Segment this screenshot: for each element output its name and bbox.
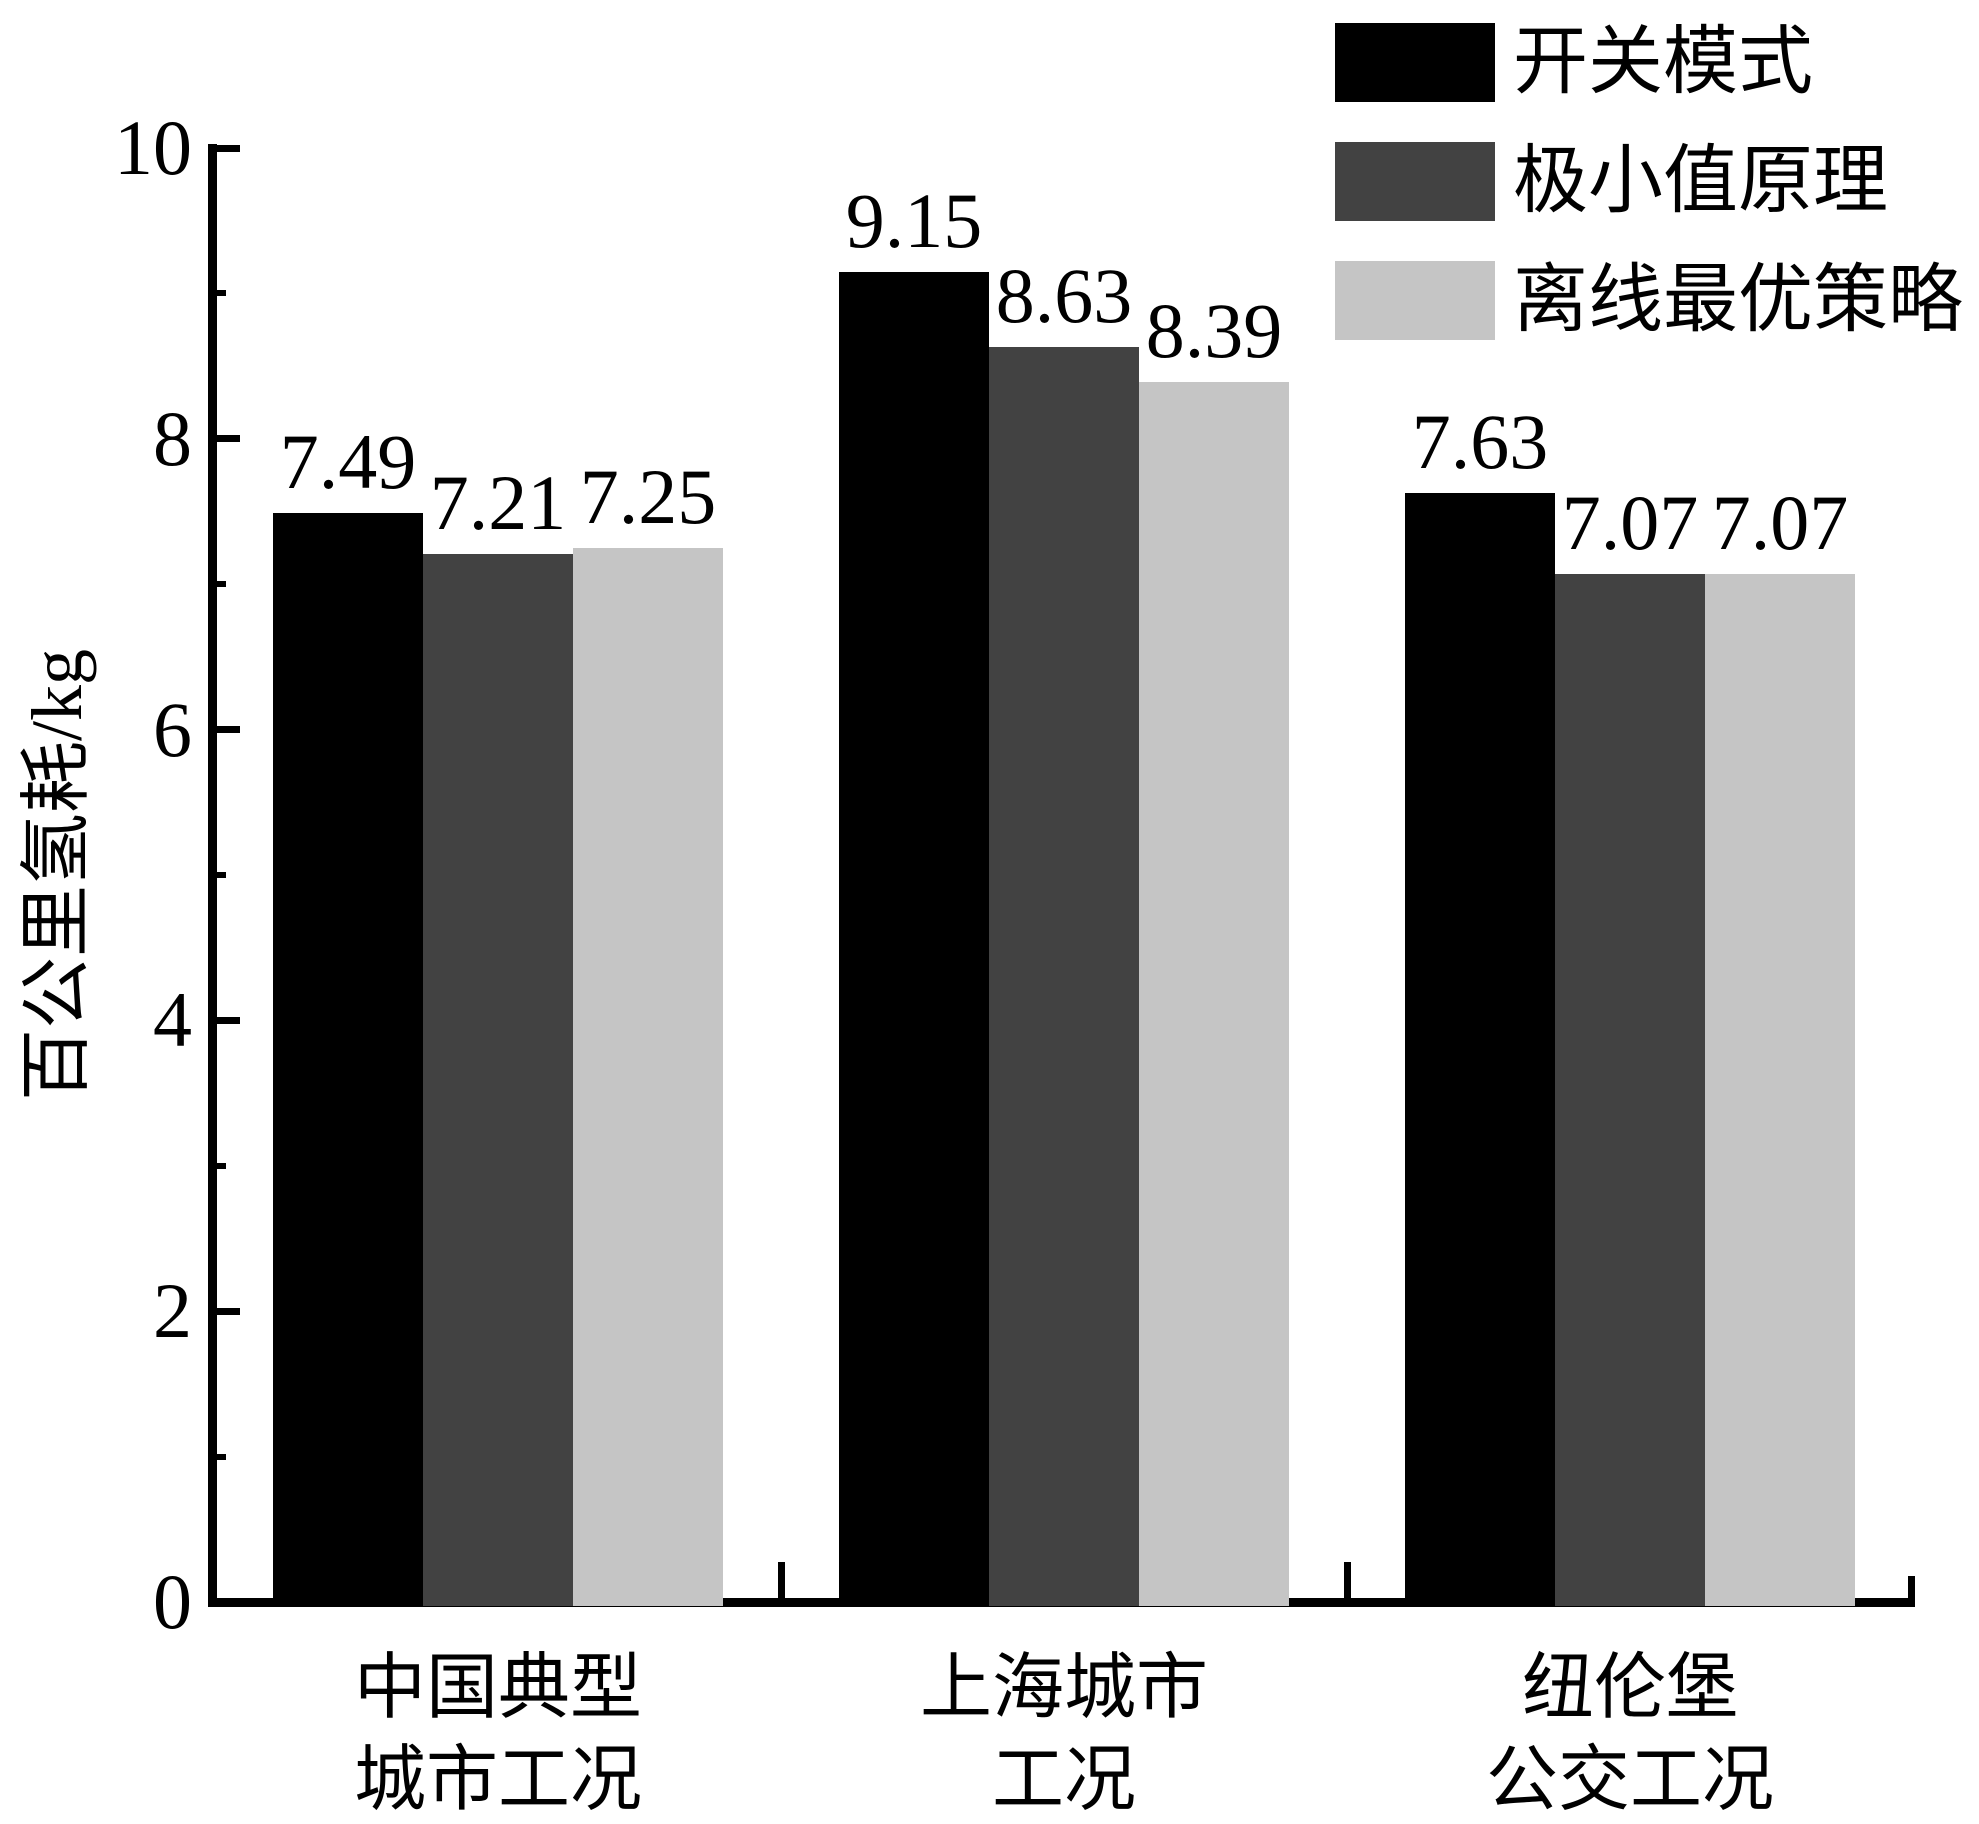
bar-value-label: 7.49 xyxy=(279,417,417,505)
category-label-line: 城市工况 xyxy=(353,1740,642,1820)
bar-value-label: 7.63 xyxy=(1411,397,1549,485)
y-tick-label: 10 xyxy=(114,104,192,191)
category-label-line: 公交工况 xyxy=(1485,1740,1774,1820)
legend-label: 极小值原理 xyxy=(1513,140,1889,223)
y-tick-label: 4 xyxy=(153,976,192,1064)
category-label: 纽伦堡 公交工况 xyxy=(1347,1642,1913,1824)
bar-value-label: 7.07 xyxy=(1561,479,1699,567)
y-major-tick xyxy=(212,1307,240,1315)
bar xyxy=(1555,574,1705,1606)
y-axis-title: 百公里氢耗/kg xyxy=(17,649,97,1102)
bar-value-label: 7.21 xyxy=(429,458,567,546)
bar-value-label: 7.07 xyxy=(1711,479,1849,567)
y-minor-tick xyxy=(212,1162,226,1169)
legend-swatch xyxy=(1335,142,1495,221)
bar-value-label: 8.63 xyxy=(995,252,1133,340)
bar-value-label: 8.39 xyxy=(1145,287,1283,375)
category-label: 中国典型 城市工况 xyxy=(215,1642,781,1824)
y-minor-tick xyxy=(212,581,226,588)
bar xyxy=(423,553,573,1606)
bar xyxy=(1405,492,1555,1606)
y-tick-label: 8 xyxy=(153,394,192,482)
legend-swatch xyxy=(1335,23,1495,102)
y-major-tick xyxy=(212,1016,240,1024)
y-major-tick xyxy=(212,435,240,443)
y-minor-tick xyxy=(212,872,226,878)
legend-label: 开关模式 xyxy=(1513,21,1814,104)
y-minor-tick xyxy=(212,290,226,297)
category-label-line: 中国典型 xyxy=(353,1648,642,1728)
legend-label: 离线最优策略 xyxy=(1513,259,1964,342)
y-major-tick xyxy=(212,144,240,152)
bar xyxy=(839,271,989,1606)
category-label: 上海城市 工况 xyxy=(781,1642,1347,1824)
y-tick-label: 2 xyxy=(153,1267,192,1355)
bar-value-label: 7.25 xyxy=(579,452,717,540)
bar xyxy=(273,512,423,1606)
y-tick-label: 6 xyxy=(153,685,192,773)
y-minor-tick xyxy=(212,1453,226,1460)
category-label-line: 纽伦堡 xyxy=(1521,1648,1738,1728)
x-axis-end-tick xyxy=(1908,1576,1915,1598)
bar xyxy=(1705,574,1855,1606)
legend-swatch xyxy=(1335,261,1495,340)
legend-item: 极小值原理 xyxy=(1335,142,1975,221)
y-tick-label: 0 xyxy=(153,1558,192,1645)
x-tick xyxy=(1343,1562,1351,1598)
category-label-line: 上海城市 xyxy=(919,1648,1208,1728)
bar xyxy=(1139,382,1289,1606)
bar xyxy=(989,347,1139,1606)
legend-item: 开关模式 xyxy=(1335,23,1975,102)
y-major-tick xyxy=(212,726,240,734)
legend-item: 离线最优策略 xyxy=(1335,261,1975,340)
category-label-line: 工况 xyxy=(991,1740,1136,1820)
x-tick xyxy=(777,1562,785,1598)
bar xyxy=(573,547,723,1606)
y-major-tick xyxy=(212,1598,240,1606)
bar-value-label: 9.15 xyxy=(845,176,983,264)
